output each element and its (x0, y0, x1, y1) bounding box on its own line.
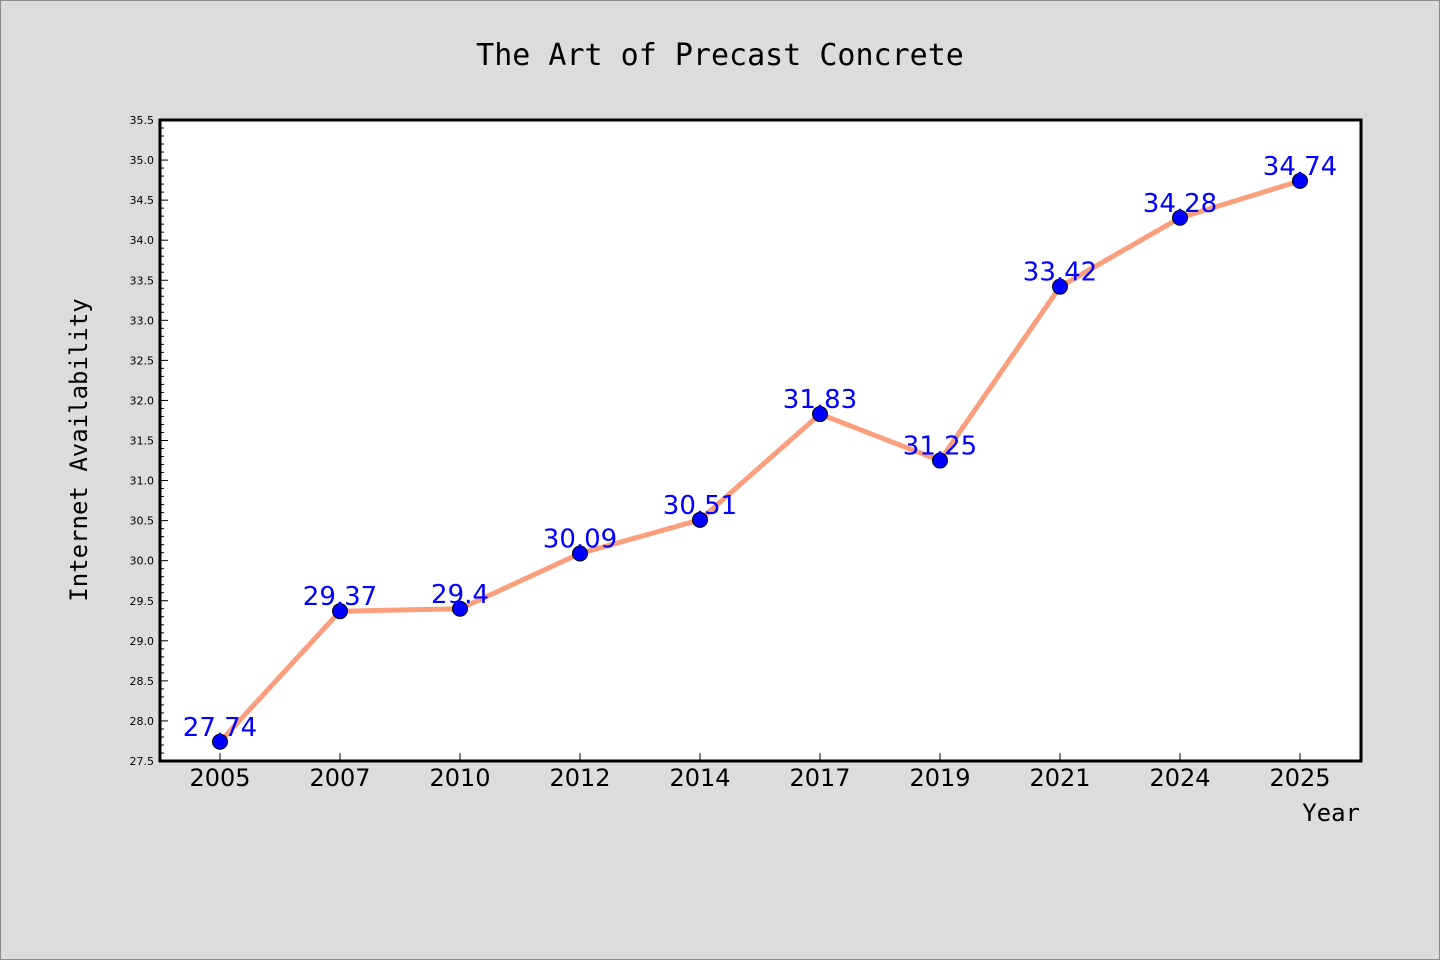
y-tick-label: 28.0 (130, 715, 155, 728)
data-label: 30.51 (663, 491, 737, 521)
y-tick-label: 33.0 (130, 314, 155, 327)
y-tick-label: 32.0 (130, 394, 155, 407)
data-markers (212, 172, 1308, 750)
y-axis: 27.5 28.0 28.5 29.0 29.5 30.0 30.5 31.0 31.5 32.0… (130, 114, 168, 768)
y-tick-label: 35.0 (130, 154, 155, 167)
data-label: 34.28 (1143, 189, 1217, 219)
data-point (1172, 209, 1188, 226)
y-tick-label: 34.5 (130, 194, 155, 207)
data-point (1052, 278, 1068, 295)
data-point (692, 511, 708, 528)
data-point (452, 600, 468, 617)
x-tick-label: 2012 (549, 764, 610, 792)
y-axis-label: Internet Availability (65, 298, 93, 601)
x-tick-label: 2010 (429, 764, 490, 792)
x-tick-label: 2025 (1269, 764, 1330, 792)
y-tick-label: 31.0 (130, 475, 155, 488)
x-tick-label: 2021 (1029, 764, 1090, 792)
data-point (572, 545, 588, 562)
data-label: 31.83 (783, 385, 857, 415)
x-axis-label: Year (1302, 799, 1360, 827)
data-point (1292, 172, 1308, 189)
data-point (932, 452, 948, 469)
data-label: 29.37 (303, 582, 377, 612)
x-tick-label: 2017 (789, 764, 850, 792)
data-point (812, 406, 828, 423)
x-tick-label: 2005 (189, 764, 250, 792)
y-tick-label: 28.5 (130, 675, 155, 688)
x-tick-label: 2019 (909, 764, 970, 792)
y-tick-label: 35.5 (130, 114, 155, 127)
y-tick-label: 27.5 (130, 755, 155, 768)
x-tick-label: 2014 (669, 764, 730, 792)
data-label: 31.25 (903, 432, 977, 462)
data-point (332, 603, 348, 620)
data-label: 27.74 (183, 713, 257, 743)
y-tick-label: 31.5 (130, 435, 155, 448)
x-tick-label: 2007 (309, 764, 370, 792)
y-tick-label: 33.5 (130, 274, 155, 287)
data-labels: 27.74 29.37 29.4 30.09 30.51 31.83 31.25 33.42 3… (183, 152, 1337, 743)
y-tick-label: 34.0 (130, 234, 155, 247)
data-point (212, 733, 228, 750)
y-tick-label: 29.0 (130, 635, 155, 648)
y-tick-label: 32.5 (130, 354, 155, 367)
y-tick-label: 30.5 (130, 515, 155, 528)
x-axis: 2005 2007 2010 2012 2014 2017 2019 2021 2024 2025 (189, 753, 1331, 792)
data-label: 34.74 (1263, 152, 1337, 182)
series-line (217, 178, 1303, 745)
y-tick-label: 30.0 (130, 555, 155, 568)
chart-title: The Art of Precast Concrete (476, 38, 964, 73)
data-label: 30.09 (543, 524, 617, 554)
plot-frame (158, 118, 1363, 763)
x-tick-label: 2024 (1149, 764, 1210, 792)
y-tick-label: 29.5 (130, 595, 155, 608)
data-label: 33.42 (1023, 258, 1097, 288)
data-label: 29.4 (431, 580, 489, 610)
